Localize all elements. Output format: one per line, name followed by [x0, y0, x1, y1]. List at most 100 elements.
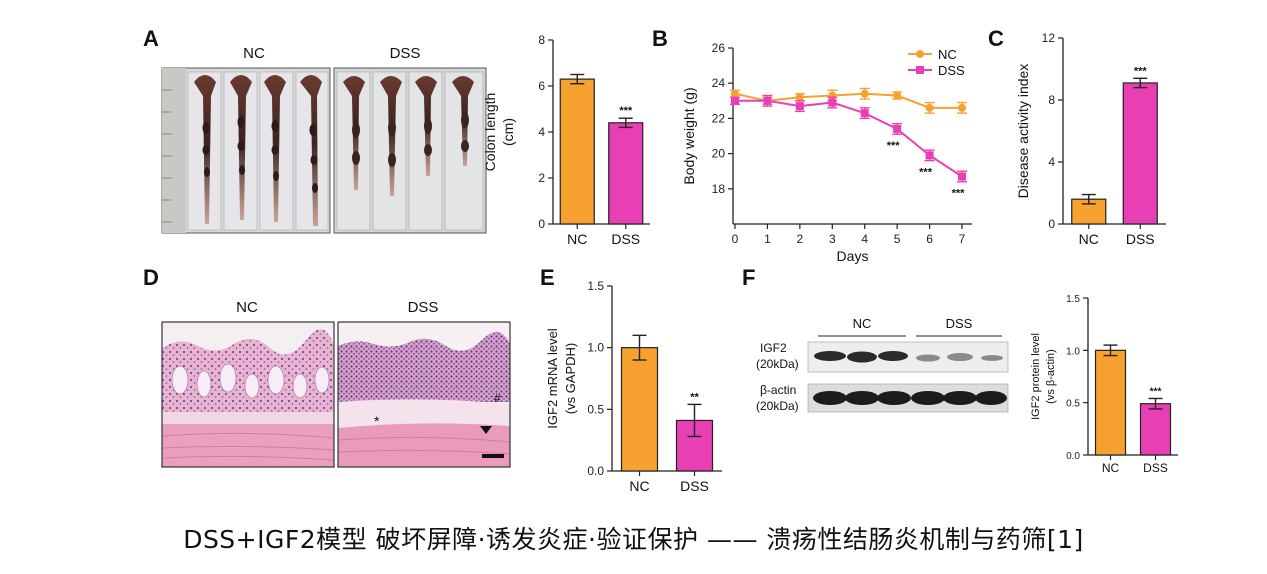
body-weight-x-tick-label: 6	[926, 232, 933, 246]
legend-label: DSS	[938, 63, 965, 78]
chart-colon-length: 0 2 4 6 8 NC *** DSS Colon length (cm)	[482, 33, 650, 247]
colon-photo-nc	[161, 67, 331, 234]
igf2-mrna-y-tick-label: 1.5	[587, 279, 604, 293]
colon-length-y-axis-label: (cm)	[500, 118, 516, 146]
panel-letter-b: B	[652, 26, 668, 51]
body-weight-point	[795, 102, 804, 111]
igf2-mrna-significance: **	[690, 391, 699, 403]
body-weight-series-line-nc	[734, 92, 962, 109]
western-blot	[807, 335, 1009, 413]
colon-length-bar	[608, 122, 644, 225]
histology-mark-hash: #	[494, 391, 501, 405]
body-weight-point	[925, 103, 934, 112]
igf2-mrna-y-tick-label: 0.5	[587, 402, 604, 416]
colon-length-y-tick-label: 4	[538, 125, 545, 139]
histology-mark-asterisk: *	[374, 413, 380, 429]
dai-bar	[1122, 82, 1158, 225]
body-weight-point	[731, 96, 739, 105]
panel-letter-d: D	[143, 265, 159, 290]
histology-image-nc	[161, 321, 335, 468]
dai-y-tick-label: 8	[1048, 93, 1055, 107]
body-weight-point	[925, 151, 934, 160]
body-weight-x-tick-label: 3	[829, 232, 836, 246]
body-weight-y-tick-label: 22	[712, 111, 726, 125]
igf2-protein-y-tick-label: 0.0	[1066, 451, 1080, 462]
photo-label-dss: DSS	[390, 45, 421, 62]
figure-caption: DSS+IGF2模型 破坏屏障·诱发炎症·验证保护 —— 溃疡性结肠炎机制与药筛…	[183, 525, 1084, 554]
igf2-mrna-y-tick-label: 1.0	[587, 341, 604, 355]
dai-y-tick-label: 12	[1042, 31, 1056, 45]
blot-group-label-dss: DSS	[946, 316, 973, 331]
igf2-mrna-x-tick-label: DSS	[680, 478, 709, 494]
histology-image-dss	[337, 321, 511, 468]
chart-disease-activity: 0 4 8 12 NC *** DSS Disease activity index	[1015, 31, 1166, 247]
dai-significance: ***	[1134, 65, 1148, 77]
blot-band-size-igf2: (20kDa)	[756, 357, 799, 371]
panel-letter-f: F	[742, 265, 755, 290]
body-weight-y-tick-label: 18	[712, 182, 726, 196]
igf2-protein-y-tick-label: 0.5	[1066, 399, 1080, 410]
blot-band-size-actin: (20kDa)	[756, 399, 799, 413]
legend-marker	[916, 50, 924, 58]
legend-label: NC	[938, 47, 957, 62]
igf2-mrna-bar	[620, 347, 659, 472]
body-weight-y-tick-label: 26	[712, 41, 726, 55]
chart-igf2-protein: 0.0 0.5 1.0 1.5 NC *** DSS IGF2 protein level (v…	[1030, 294, 1178, 475]
body-weight-point	[893, 91, 902, 100]
body-weight-point	[958, 172, 966, 181]
colon-length-y-tick-label: 2	[538, 171, 545, 185]
igf2-protein-x-tick-label: NC	[1102, 461, 1120, 475]
body-weight-y-axis-label: Body weight (g)	[681, 87, 697, 184]
body-weight-x-tick-label: 7	[959, 232, 966, 246]
blot-band-label-actin: β-actin	[760, 383, 796, 397]
body-weight-x-tick-label: 1	[764, 232, 771, 246]
dai-y-tick-label: 4	[1048, 155, 1055, 169]
body-weight-point	[763, 96, 772, 105]
body-weight-point	[860, 109, 869, 118]
panel-letter-a: A	[143, 26, 159, 51]
colon-length-y-tick-label: 0	[538, 217, 545, 231]
legend-marker	[916, 66, 924, 74]
igf2-protein-bar	[1094, 349, 1127, 456]
body-weight-point	[795, 93, 804, 102]
body-weight-x-tick-label: 4	[861, 232, 868, 246]
chart-igf2-mrna: 0.0 0.5 1.0 1.5 NC ** DSS IGF2 mRNA level (vs GA…	[545, 279, 722, 494]
colon-length-significance: ***	[619, 105, 633, 117]
body-weight-point	[731, 89, 739, 98]
panel-letter-c: C	[988, 26, 1004, 51]
igf2-mrna-x-tick-label: NC	[629, 478, 649, 494]
igf2-protein-y-axis-label: IGF2 protein level	[1030, 333, 1042, 420]
colon-length-y-tick-label: 8	[538, 33, 545, 47]
body-weight-significance: ***	[952, 187, 966, 199]
body-weight-significance: ***	[887, 140, 901, 152]
body-weight-x-axis-label: Days	[837, 248, 869, 264]
body-weight-point	[828, 98, 837, 107]
body-weight-x-tick-label: 0	[732, 232, 739, 246]
body-weight-x-tick-label: 5	[894, 232, 901, 246]
igf2-protein-significance: ***	[1150, 386, 1162, 397]
dai-y-axis-label: Disease activity index	[1015, 64, 1031, 199]
histology-label-nc: NC	[236, 299, 258, 316]
blot-group-label-nc: NC	[853, 316, 872, 331]
igf2-protein-bar	[1139, 403, 1172, 456]
histology-label-dss: DSS	[408, 299, 439, 316]
colon-length-y-tick-label: 6	[538, 79, 545, 93]
dai-x-tick-label: NC	[1079, 231, 1099, 247]
photo-label-nc: NC	[243, 45, 265, 62]
figure: A	[143, 26, 1178, 494]
colon-length-x-tick-label: DSS	[611, 231, 640, 247]
body-weight-x-tick-label: 2	[797, 232, 804, 246]
colon-length-y-axis-label: Colon length	[482, 93, 498, 172]
igf2-mrna-y-axis-label: (vs GAPDH)	[563, 343, 578, 415]
panel-letter-e: E	[540, 265, 555, 290]
colon-length-x-tick-label: NC	[567, 231, 587, 247]
body-weight-point	[860, 89, 869, 98]
chart-body-weight: 18 20 22 24 26 0 1 2 3 4 5 6 7 Days Body weight (g) NC *…	[681, 41, 972, 264]
body-weight-y-tick-label: 24	[712, 76, 726, 90]
colon-length-bar	[559, 78, 595, 225]
igf2-mrna-y-axis-label: IGF2 mRNA level	[545, 328, 560, 429]
body-weight-significance: ***	[919, 166, 933, 178]
body-weight-series-line-dss	[735, 99, 963, 178]
dai-x-tick-label: DSS	[1126, 231, 1155, 247]
igf2-protein-y-tick-label: 1.0	[1066, 346, 1080, 357]
